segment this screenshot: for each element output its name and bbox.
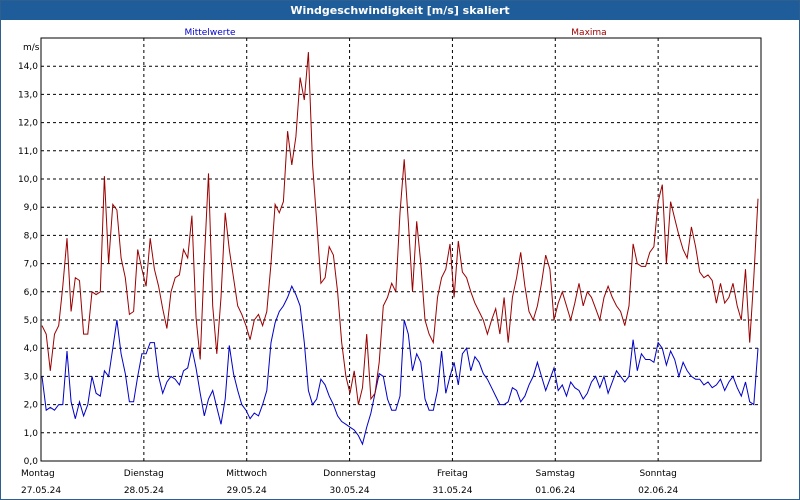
window-title: Windgeschwindigkeit [m/s] skaliert (1, 1, 799, 20)
y-tick-label: 4,0 (24, 344, 39, 354)
x-tick-day-label: Donnerstag (323, 469, 376, 479)
y-tick-label: 2,0 (24, 401, 39, 411)
x-tick-date-label: 02.06.24 (638, 486, 678, 496)
x-tick-date-label: 30.05.24 (330, 486, 370, 496)
grid-lines (41, 38, 761, 461)
series-line-mittelwerte (41, 284, 759, 446)
x-tick-date-label: 29.05.24 (227, 486, 267, 496)
y-tick-label: 7,0 (24, 260, 39, 270)
y-tick-label: 9,0 (24, 203, 39, 213)
x-tick-day-label: Freitag (437, 469, 468, 479)
legend-mittelwerte: Mittelwerte (184, 28, 235, 38)
y-tick-label: 5,0 (24, 316, 39, 326)
series-layer (41, 52, 759, 446)
legend-maxima: Maxima (571, 28, 606, 38)
y-tick-label: 13,0 (18, 90, 38, 100)
y-tick-label: 6,0 (24, 288, 39, 298)
y-tick-label: 11,0 (18, 147, 38, 157)
x-tick-date-label: 28.05.24 (124, 486, 164, 496)
y-tick-label: 8,0 (24, 231, 39, 241)
x-tick-day-label: Mittwoch (226, 469, 267, 479)
x-tick-day-label: Montag (21, 469, 55, 479)
y-tick-label: 12,0 (18, 119, 38, 129)
y-tick-label: 1,0 (24, 429, 39, 439)
y-tick-label: 10,0 (18, 175, 38, 185)
series-line-maxima (41, 52, 759, 405)
x-tick-day-label: Sonntag (639, 469, 676, 479)
y-axis: 0,0 1,0 2,0 3,0 4,0 5,0 6,0 7,0 8,0 9,0 10,0 11,0 12… (18, 62, 38, 467)
y-tick-label: 14,0 (18, 62, 38, 72)
plot-area-border (40, 37, 762, 462)
y-tick-label: 0,0 (24, 457, 39, 467)
x-tick-day-label: Dienstag (124, 469, 164, 479)
x-tick-date-label: 27.05.24 (21, 486, 61, 496)
x-tick-day-label: Samstag (536, 469, 575, 479)
x-axis: Montag 27.05.24 Dienstag 28.05.24 Mittwoch 29… (21, 469, 678, 496)
y-tick-label: 3,0 (24, 372, 39, 382)
x-tick-date-label: 31.05.24 (432, 486, 472, 496)
y-axis-unit-label: m/s (23, 43, 40, 53)
x-tick-date-label: 01.06.24 (535, 486, 575, 496)
